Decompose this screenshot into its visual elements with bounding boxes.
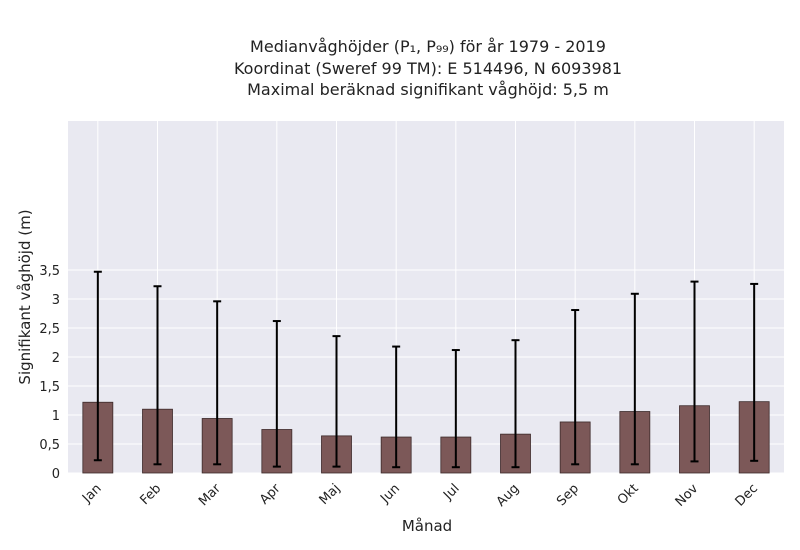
- error-bar-aug: [511, 339, 520, 469]
- x-tick-label-jul: Jul: [440, 481, 462, 503]
- chart-title: Medianvåghöjder (P₁, P₉₉) för år 1979 - …: [234, 37, 622, 99]
- y-tick-label: 2: [52, 351, 60, 366]
- x-tick-label-sep: Sep: [554, 481, 582, 509]
- x-axis-ticks: Jan Feb Mar Apr Maj Jun Jul Aug Sep Okt Nov Dec: [79, 481, 761, 510]
- error-bar-apr: [272, 320, 281, 468]
- x-tick-label-okt: Okt: [615, 481, 642, 508]
- x-tick-label-apr: Apr: [257, 481, 284, 508]
- error-bar-jul: [451, 349, 460, 469]
- x-axis-label: Månad: [402, 517, 452, 535]
- y-tick-label: 0: [52, 467, 60, 482]
- x-tick-label-jan: Jan: [79, 481, 104, 506]
- error-bar-dec: [750, 282, 759, 462]
- x-tick-label-feb: Feb: [137, 481, 164, 508]
- x-tick-label-jun: Jun: [377, 481, 403, 507]
- y-tick-label: 1,5: [39, 380, 60, 395]
- y-axis-ticks: 0 0,5 1 1,5 2 2,5 3 3,5: [39, 264, 60, 482]
- x-tick-label-aug: Aug: [494, 481, 523, 510]
- error-bar-feb: [153, 285, 162, 466]
- x-tick-label-mar: Mar: [196, 481, 224, 509]
- y-tick-label: 3,5: [39, 264, 60, 279]
- y-axis-label: Signifikant våghöjd (m): [16, 209, 34, 384]
- plot-area: [68, 121, 784, 473]
- error-bar-jan: [93, 270, 102, 462]
- chart-title-line-1: Medianvåghöjder (P₁, P₉₉) för år 1979 - …: [250, 37, 606, 56]
- error-bar-mar: [213, 300, 222, 466]
- error-bar-sep: [571, 309, 580, 466]
- error-bar-jun: [392, 345, 401, 469]
- y-tick-label: 1: [52, 409, 60, 424]
- error-bar-nov: [690, 280, 699, 463]
- x-tick-label-nov: Nov: [673, 481, 702, 510]
- y-tick-label: 3: [52, 293, 60, 308]
- chart-title-line-3: Maximal beräknad signifikant våghöjd: 5,…: [247, 80, 609, 99]
- y-tick-label: 0,5: [39, 438, 60, 453]
- error-bar-okt: [630, 292, 639, 466]
- error-bar-maj: [332, 335, 341, 468]
- y-tick-label: 2,5: [39, 322, 60, 337]
- error-bars: [93, 270, 759, 469]
- x-tick-label-dec: Dec: [733, 481, 761, 509]
- x-tick-label-maj: Maj: [317, 481, 344, 508]
- chart-title-line-2: Koordinat (Sweref 99 TM): E 514496, N 60…: [234, 59, 622, 78]
